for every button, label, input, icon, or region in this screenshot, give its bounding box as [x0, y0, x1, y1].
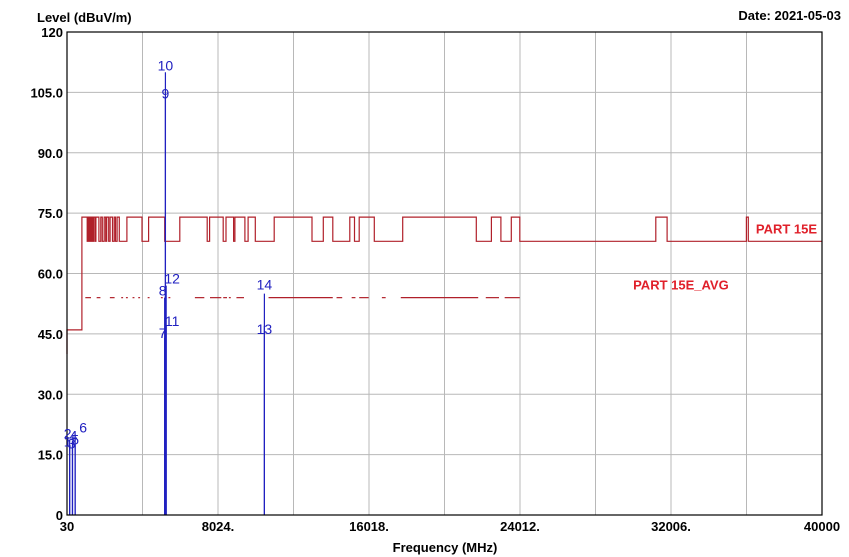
- grid-layer: [66, 31, 823, 516]
- measurement-label: 5: [71, 432, 79, 448]
- x-tick-label: 24012.: [500, 519, 540, 534]
- limit-annotation: PART 15E_AVG: [633, 278, 729, 293]
- measurement-label: 10: [158, 57, 174, 73]
- measurement-label: 13: [257, 321, 273, 337]
- series-line-part-15e: [66, 216, 822, 354]
- x-tick-label: 16018.: [349, 519, 389, 534]
- y-tick-label: 45.0: [38, 327, 63, 342]
- x-tick-label: 8024.: [202, 519, 235, 534]
- measurement-label: 12: [164, 271, 180, 287]
- x-tick-label: 40000: [804, 519, 840, 534]
- date-label: Date: 2021-05-03: [738, 8, 841, 23]
- limit-lines: [66, 216, 822, 354]
- measurement-label: 2: [64, 426, 72, 442]
- measurement-label: 6: [79, 420, 87, 436]
- measurement-label: 1: [64, 434, 72, 450]
- plot-frame: [66, 31, 823, 516]
- y-tick-label: 90.0: [38, 146, 63, 161]
- y-tick-label: 60.0: [38, 267, 63, 282]
- axes: [66, 31, 823, 516]
- chart-labels: Level (dBuV/m) Date: 2021-05-03 Frequenc…: [30, 8, 841, 555]
- x-tick-label: 30: [60, 519, 74, 534]
- x-tick-label: 32006.: [651, 519, 691, 534]
- y-tick-label: 75.0: [38, 206, 63, 221]
- measurement-label: 9: [162, 85, 170, 101]
- y-tick-label: 30.0: [38, 387, 63, 402]
- y-tick-label: 15.0: [38, 448, 63, 463]
- y-tick-label: 105.0: [30, 85, 63, 100]
- measurement-label: 14: [257, 277, 273, 293]
- x-axis-label: Frequency (MHz): [393, 540, 498, 555]
- measurement-label: 3: [68, 436, 76, 452]
- measurement-label: 11: [165, 313, 180, 329]
- y-tick-label: 0: [56, 508, 63, 523]
- y-tick-label: 120: [41, 25, 63, 40]
- measurement-label: 4: [70, 428, 78, 444]
- measurement-lines: [69, 72, 265, 515]
- limit-annotation: PART 15E: [756, 221, 817, 236]
- measurement-label: 7: [159, 325, 167, 341]
- measurement-label: 8: [159, 283, 167, 299]
- y-axis-label: Level (dBuV/m): [37, 10, 132, 25]
